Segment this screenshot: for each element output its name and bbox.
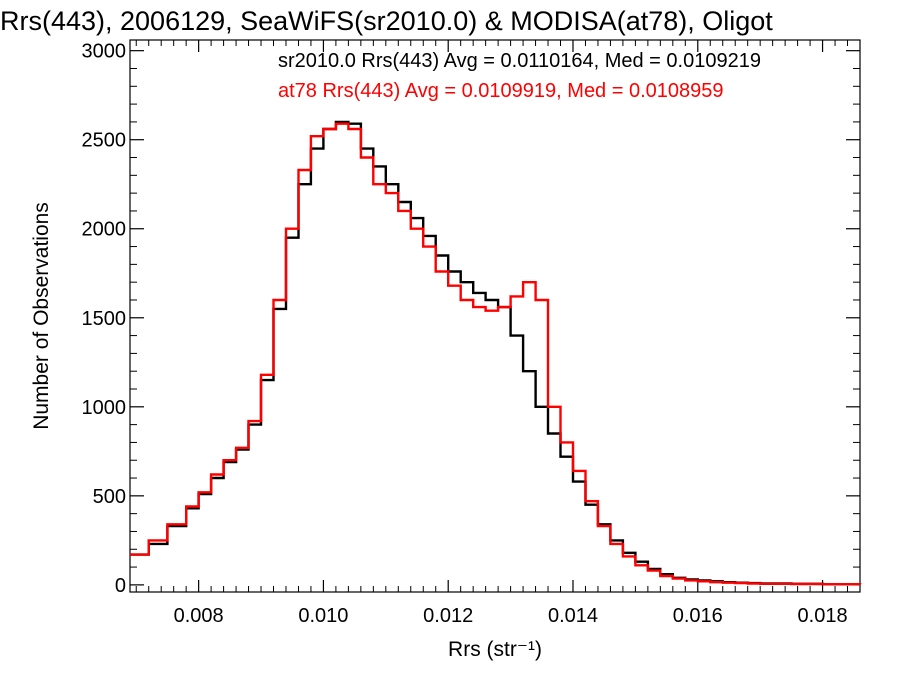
series-at78-line — [130, 122, 862, 586]
legend-entry-at78: at78 Rrs(443) Avg = 0.0109919, Med = 0.0… — [278, 80, 724, 102]
x-tick-label: 0.008 — [174, 605, 224, 627]
y-tick-label: 2000 — [82, 219, 127, 241]
y-tick-label: 1500 — [82, 308, 127, 330]
legend-entry-sr2010: sr2010.0 Rrs(443) Avg = 0.0110164, Med =… — [278, 50, 761, 72]
x-tick-label: 0.014 — [548, 605, 598, 627]
y-tick-label: 1000 — [82, 397, 127, 419]
x-tick-label: 0.012 — [423, 605, 473, 627]
x-tick-label: 0.010 — [298, 605, 348, 627]
x-tick-label: 0.018 — [798, 605, 848, 627]
x-tick-label: 0.016 — [673, 605, 723, 627]
y-tick-label: 3000 — [82, 41, 127, 63]
x-axis-label: Rrs (str⁻¹) — [448, 638, 542, 661]
chart-title: Rrs(443), 2006129, SeaWiFS(sr2010.0) & M… — [0, 6, 773, 36]
y-axis: 0 500 1000 1500 2000 2500 3000 — [82, 41, 860, 597]
x-axis: 0.008 0.010 0.012 0.014 0.016 0.018 — [135, 40, 861, 627]
legend: sr2010.0 Rrs(443) Avg = 0.0110164, Med =… — [278, 50, 761, 102]
y-axis-label: Number of Observations — [30, 202, 53, 430]
plot-frame — [129, 39, 861, 593]
y-tick-label: 0 — [115, 575, 126, 597]
y-tick-label: 2500 — [82, 130, 127, 152]
y-tick-label: 500 — [93, 486, 126, 508]
series-group — [130, 120, 862, 586]
plot-area — [129, 39, 861, 593]
